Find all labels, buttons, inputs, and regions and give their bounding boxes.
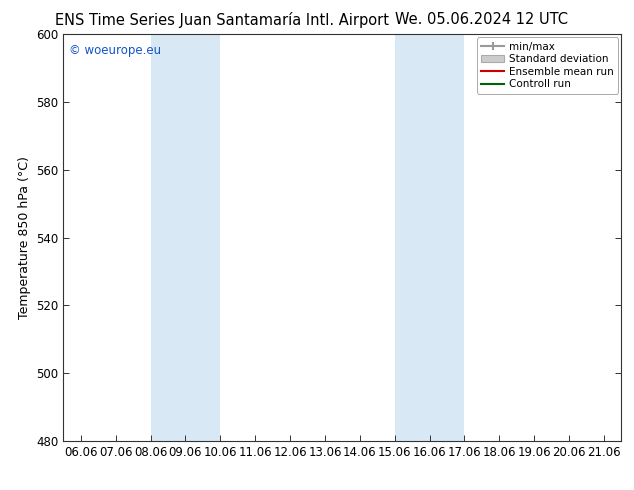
Y-axis label: Temperature 850 hPa (°C): Temperature 850 hPa (°C) <box>18 156 30 319</box>
Bar <box>394 34 464 441</box>
Bar <box>150 34 221 441</box>
Legend: min/max, Standard deviation, Ensemble mean run, Controll run: min/max, Standard deviation, Ensemble me… <box>477 37 618 94</box>
Text: © woeurope.eu: © woeurope.eu <box>69 45 161 57</box>
Text: ENS Time Series Juan Santamaría Intl. Airport: ENS Time Series Juan Santamaría Intl. Ai… <box>55 12 389 28</box>
Text: We. 05.06.2024 12 UTC: We. 05.06.2024 12 UTC <box>396 12 568 27</box>
